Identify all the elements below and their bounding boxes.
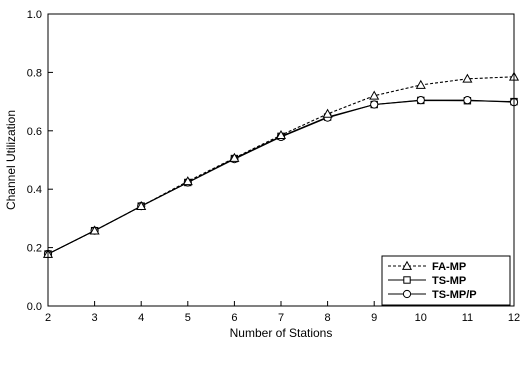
data-point	[369, 90, 380, 100]
legend-label: TS-MP	[432, 275, 466, 287]
y-tick-label: 0.2	[27, 243, 42, 255]
x-tick-label: 7	[278, 312, 284, 324]
y-tick-label: 0.0	[27, 301, 42, 313]
x-tick-label: 6	[231, 312, 237, 324]
x-tick-label: 8	[325, 312, 331, 324]
legend-item: TS-MP/P	[388, 289, 477, 301]
legend-item: FA-MP	[388, 260, 466, 273]
legend-marker	[402, 289, 412, 299]
data-point	[415, 79, 426, 89]
data-point	[322, 108, 333, 118]
y-axis-label: Channel Utilization	[4, 110, 18, 210]
x-tick-label: 9	[371, 312, 377, 324]
y-tick-label: 0.6	[27, 126, 42, 138]
data-point	[275, 129, 287, 140]
data-point	[462, 73, 473, 83]
x-tick-label: 5	[185, 312, 191, 324]
data-point	[229, 152, 240, 162]
y-tick-label: 0.8	[27, 67, 42, 79]
series-line	[47, 99, 515, 255]
legend-item: TS-MP	[388, 275, 466, 287]
legend: FA-MP TS-MP TS-MP/P	[381, 255, 511, 306]
series-line	[47, 99, 515, 255]
series-fa-mp	[42, 71, 520, 258]
series-layer	[42, 71, 520, 259]
series-ts-mp-p	[43, 96, 519, 259]
x-tick-label: 11	[462, 312, 473, 324]
x-tick-label: 10	[415, 312, 427, 324]
data-point	[136, 200, 147, 210]
y-tick-label: 1.0	[27, 9, 42, 21]
x-tick-label: 3	[92, 312, 98, 324]
x-tick-label: 2	[45, 312, 51, 324]
data-point	[416, 96, 425, 105]
x-tick-label: 12	[508, 312, 520, 324]
data-point	[463, 96, 472, 105]
legend-marker	[403, 276, 411, 284]
y-axis-ticks: 0.0 0.2 0.4 0.6 0.8 1.0	[27, 9, 53, 313]
x-axis-label: Number of Stations	[230, 326, 333, 340]
data-point	[182, 176, 193, 186]
data-point	[89, 225, 100, 235]
series-ts-mp	[44, 96, 518, 258]
data-point	[370, 100, 379, 109]
legend-label: TS-MP/P	[432, 289, 477, 301]
plot-area-frame	[47, 13, 515, 307]
legend-marker	[401, 260, 413, 270]
x-tick-label: 4	[138, 312, 144, 324]
y-tick-label: 0.4	[27, 184, 42, 196]
series-line	[47, 76, 515, 255]
legend-label: FA-MP	[432, 261, 466, 273]
